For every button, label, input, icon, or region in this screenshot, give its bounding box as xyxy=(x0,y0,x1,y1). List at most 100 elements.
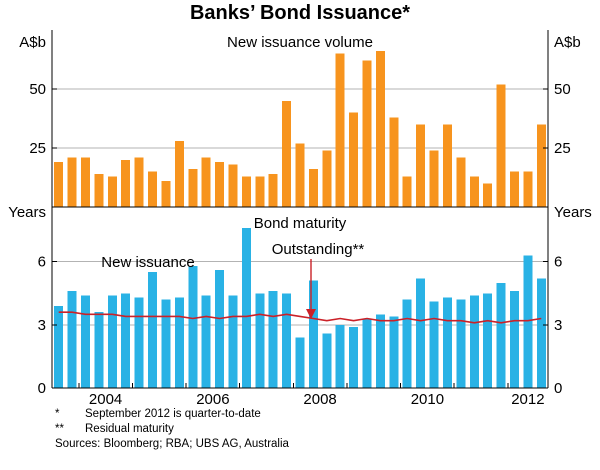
footnote-2: ** Residual maturity xyxy=(55,422,575,437)
volume-bar xyxy=(416,124,426,207)
volume-bar xyxy=(402,176,412,207)
volume-bar xyxy=(107,176,117,207)
volume-bar xyxy=(282,100,292,207)
volume-bar xyxy=(429,150,439,207)
maturity-bar xyxy=(215,270,225,388)
maturity-bar xyxy=(268,291,278,388)
maturity-bar xyxy=(483,293,493,388)
footnote-2-marker: ** xyxy=(55,423,64,435)
volume-bar xyxy=(134,157,144,207)
panel-title: Bond maturity xyxy=(254,215,347,232)
volume-bar xyxy=(349,112,359,207)
annotation-arrowhead xyxy=(306,309,316,319)
axis-tick-label: 3 xyxy=(38,317,46,334)
volume-bar xyxy=(389,117,399,207)
volume-bar xyxy=(255,176,265,207)
year-label: 2012 xyxy=(511,391,544,408)
footnote-2-text: Residual maturity xyxy=(85,423,174,435)
maturity-bar xyxy=(523,255,533,388)
volume-bar xyxy=(295,143,305,207)
volume-bar xyxy=(54,162,64,207)
maturity-bar xyxy=(228,295,238,388)
volume-bar xyxy=(335,53,345,207)
axis-tick-label: 25 xyxy=(554,140,571,157)
maturity-bar xyxy=(362,318,372,388)
volume-bar xyxy=(536,124,546,207)
volume-bar xyxy=(228,164,238,207)
axis-tick-label: 0 xyxy=(554,380,562,397)
volume-bar xyxy=(121,159,131,207)
volume-bar xyxy=(174,140,184,207)
volume-bar xyxy=(215,162,225,207)
footnote-1-marker: * xyxy=(55,408,60,420)
axis-tick-label: 25 xyxy=(29,140,46,157)
maturity-bar xyxy=(509,291,519,388)
maturity-bar xyxy=(67,291,77,388)
maturity-bar xyxy=(81,295,91,388)
volume-bar xyxy=(483,183,493,207)
volume-bar xyxy=(469,176,479,207)
axis-tick-label: 50 xyxy=(29,81,46,98)
axis-unit-label: A$b xyxy=(554,34,581,51)
sources-line: Sources: Bloomberg; RBA; UBS AG, Austral… xyxy=(55,438,289,450)
maturity-bar xyxy=(375,314,385,388)
maturity-bar xyxy=(54,305,64,388)
axis-unit-label: Years xyxy=(554,204,592,221)
series-label: New issuance xyxy=(101,254,194,271)
volume-bar xyxy=(308,169,318,207)
volume-bar xyxy=(241,176,251,207)
maturity-bar xyxy=(282,293,292,388)
year-label: 2010 xyxy=(411,391,444,408)
axis-tick-label: 50 xyxy=(554,81,571,98)
volume-bar xyxy=(375,51,385,207)
maturity-bar xyxy=(536,278,546,388)
maturity-bar xyxy=(322,333,332,388)
year-label: 2008 xyxy=(303,391,336,408)
year-label: 2006 xyxy=(196,391,229,408)
footnotes: * September 2012 is quarter-to-date ** R… xyxy=(55,407,575,452)
maturity-bar xyxy=(161,299,171,388)
maturity-bar xyxy=(389,316,399,388)
maturity-bar xyxy=(188,265,198,388)
volume-bar xyxy=(362,60,372,208)
chart-title: Banks’ Bond Issuance* xyxy=(189,2,411,24)
year-label: 2004 xyxy=(89,391,122,408)
volume-bar xyxy=(322,150,332,207)
volume-bar xyxy=(456,157,466,207)
axis-tick-label: 3 xyxy=(554,317,562,334)
volume-bar xyxy=(81,157,91,207)
volume-bar xyxy=(188,169,198,207)
volume-bar xyxy=(442,124,452,207)
axis-tick-label: 6 xyxy=(554,254,562,271)
axis-unit-label: Years xyxy=(8,204,46,221)
maturity-bar xyxy=(496,282,506,388)
volume-bar xyxy=(201,157,211,207)
maturity-bar xyxy=(134,297,144,388)
maturity-bar xyxy=(402,299,412,388)
maturity-bar xyxy=(349,326,359,388)
volume-bar xyxy=(523,171,533,207)
maturity-bar xyxy=(429,301,439,388)
maturity-bar xyxy=(416,278,426,388)
volume-bar xyxy=(94,173,104,207)
volume-bar xyxy=(509,171,519,207)
maturity-bar xyxy=(335,324,345,388)
maturity-bar xyxy=(469,295,479,388)
volume-bar xyxy=(161,181,171,207)
maturity-bar xyxy=(442,297,452,388)
maturity-bar xyxy=(121,293,131,388)
maturity-bar xyxy=(308,280,318,388)
maturity-bar xyxy=(255,293,265,388)
maturity-bar xyxy=(456,299,466,388)
outstanding-line xyxy=(58,311,542,324)
maturity-bar xyxy=(241,228,251,388)
maturity-bar xyxy=(201,295,211,388)
panel-title: New issuance volume xyxy=(227,34,373,51)
maturity-bar xyxy=(148,272,158,388)
maturity-bar xyxy=(295,337,305,388)
axis-tick-label: 6 xyxy=(38,254,46,271)
maturity-bar xyxy=(174,297,184,388)
axis-unit-label: A$b xyxy=(19,34,46,51)
axis-tick-label: 0 xyxy=(38,380,46,397)
